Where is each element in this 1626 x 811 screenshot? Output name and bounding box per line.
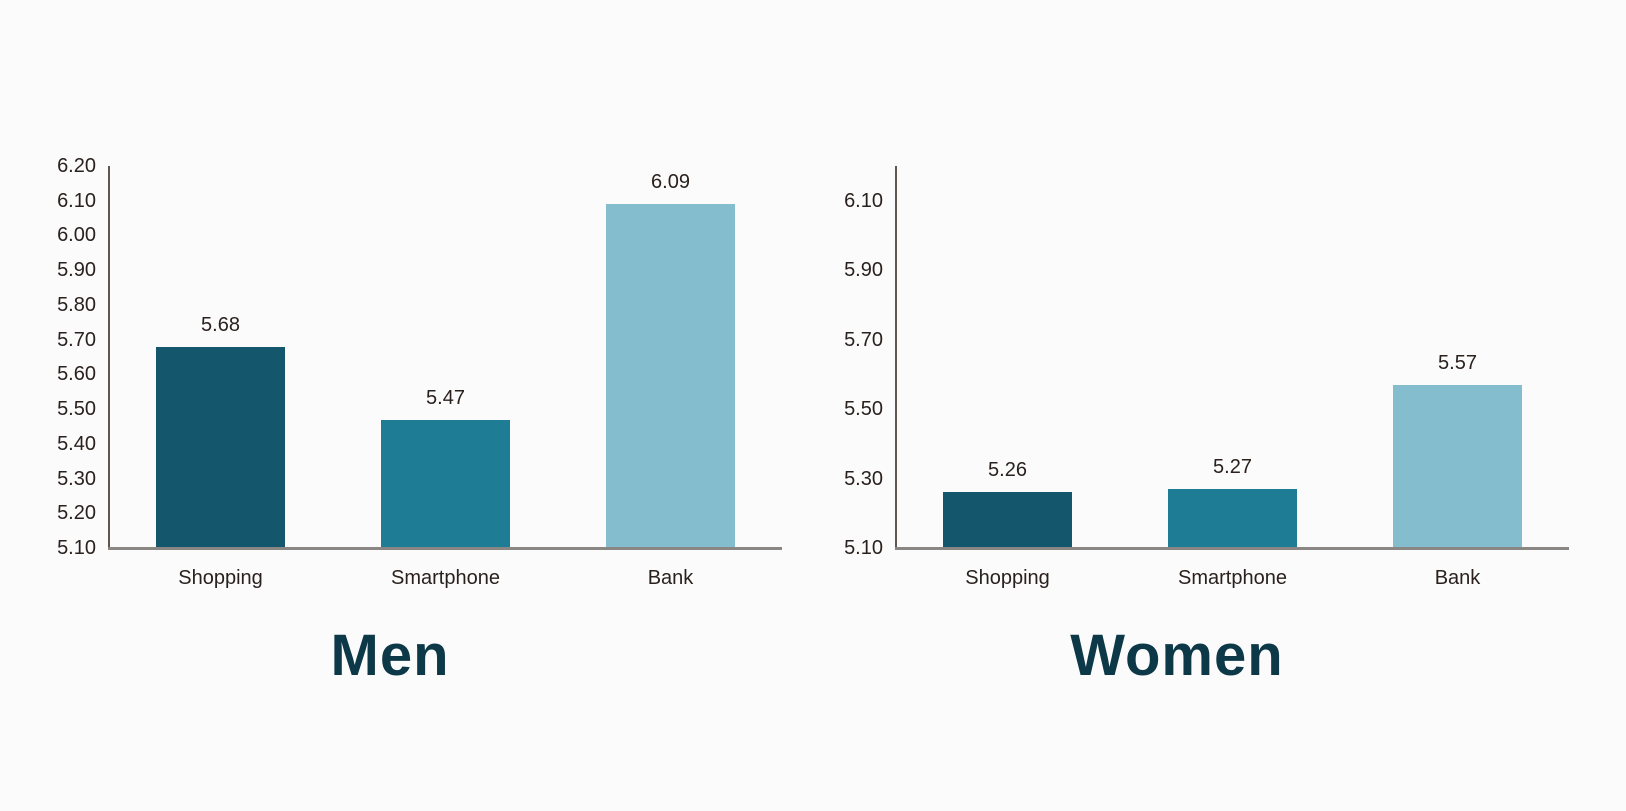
women-chart-title: Women (1070, 623, 1284, 688)
category-label: Bank (1434, 567, 1481, 589)
y-axis-tick-label: 5.90 (844, 259, 883, 282)
y-axis-tick-label: 5.70 (844, 328, 883, 351)
men-chart-title: Men (330, 623, 450, 688)
x-axis-line (895, 547, 1569, 550)
category-label: Smartphone (391, 567, 500, 589)
y-axis-line (895, 166, 897, 550)
x-axis-line (108, 547, 782, 550)
y-axis-tick-label: 5.80 (57, 293, 96, 316)
women-plot-area: 6.10 5.90 5.70 5.50 5.30 5.10 5.26 Shopping 5.27… (787, 0, 1577, 811)
bar-shopping (943, 492, 1072, 548)
category-label: Shopping (178, 567, 263, 589)
y-axis-tick-label: 5.30 (57, 467, 96, 490)
men-chart: 6.20 6.10 6.00 5.90 5.80 5.70 5.60 5.50 5.40 5.30… (0, 0, 790, 811)
bar-smartphone (381, 419, 510, 548)
bar-bank (1393, 384, 1522, 548)
y-axis-tick-label: 5.70 (57, 328, 96, 351)
y-axis-tick-label: 5.20 (57, 502, 96, 525)
bar-value-label: 5.68 (201, 313, 240, 336)
y-axis-tick-label: 6.00 (57, 224, 96, 247)
category-label: Bank (647, 567, 694, 589)
y-axis-tick-label: 5.30 (844, 467, 883, 490)
y-axis-tick-label: 6.10 (844, 189, 883, 212)
men-plot-area: 6.20 6.10 6.00 5.90 5.80 5.70 5.60 5.50 5.40 5.30… (0, 0, 790, 811)
y-axis-tick-label: 5.50 (57, 398, 96, 421)
y-axis-line (108, 166, 110, 550)
women-chart: 6.10 5.90 5.70 5.50 5.30 5.10 5.26 Shopping 5.27… (787, 0, 1577, 811)
y-axis-tick-label: 5.60 (57, 363, 96, 386)
y-axis-tick-label: 6.20 (57, 155, 96, 177)
y-axis-tick-label: 5.10 (57, 537, 96, 559)
bar-shopping (156, 346, 285, 548)
y-axis-tick-label: 6.10 (57, 189, 96, 212)
bar-smartphone (1168, 488, 1297, 548)
bar-value-label: 5.47 (426, 386, 465, 409)
bar-value-label: 6.09 (651, 171, 690, 194)
bar-value-label: 5.26 (988, 459, 1027, 482)
y-axis-tick-label: 5.90 (57, 259, 96, 282)
bar-value-label: 5.57 (1438, 351, 1477, 374)
bar-bank (606, 204, 735, 548)
category-label: Smartphone (1178, 567, 1287, 589)
y-axis-tick-label: 5.50 (844, 398, 883, 421)
y-axis-tick-label: 5.40 (57, 432, 96, 455)
y-axis-tick-label: 5.10 (844, 537, 883, 559)
bar-value-label: 5.27 (1213, 455, 1252, 478)
category-label: Shopping (965, 567, 1050, 589)
